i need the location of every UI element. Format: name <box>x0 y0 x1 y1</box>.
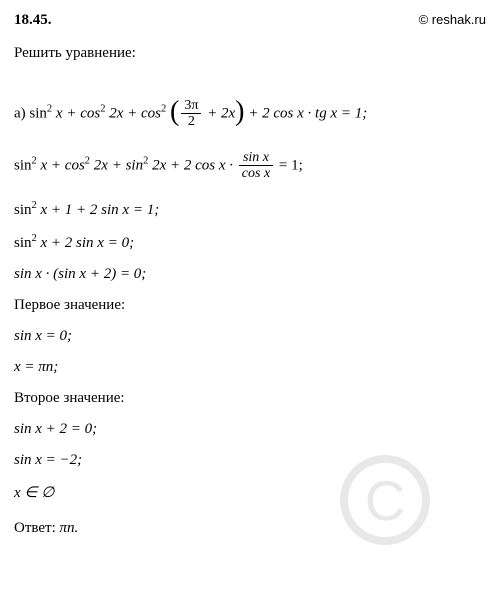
problem-number: 18.45. <box>14 12 486 29</box>
equation-4: sin2 x + 2 sin x = 0; <box>14 233 486 252</box>
eq1-2x: 2x + cos <box>105 105 161 121</box>
eq2-frac-den: cos x <box>239 166 273 181</box>
eq1-frac: 3π2 <box>181 98 201 130</box>
eq1-frac-den: 2 <box>181 114 201 129</box>
eq1-frac-num: 3π <box>181 98 201 114</box>
equation-3: sin2 x + 1 + 2 sin x = 1; <box>14 200 486 219</box>
eq2-frac: sin xcos x <box>239 150 273 182</box>
eq3-tail: x + 1 + 2 sin x = 1; <box>37 202 159 218</box>
instruction: Решить уравнение: <box>14 45 486 62</box>
part-a-label: а) <box>14 105 29 121</box>
eq1-tail: + 2 cos x · tg x = 1; <box>245 105 368 121</box>
eq2-frac-num: sin x <box>239 150 273 166</box>
equation-8: sin x + 2 = 0; <box>14 421 486 438</box>
eq1-after-frac: + 2x <box>203 105 235 121</box>
equation-7: x = πn; <box>14 359 486 376</box>
eq2-sin: sin <box>14 157 32 173</box>
eq2-mid3: 2x + 2 cos x · <box>148 157 236 173</box>
eq2-mid1: x + cos <box>37 157 85 173</box>
eq1-sin: sin <box>29 105 47 121</box>
eq2-mid2: 2x + sin <box>90 157 143 173</box>
eq4-pre: sin <box>14 235 32 251</box>
eq1-rparen: ) <box>235 101 244 123</box>
equation-5: sin x · (sin x + 2) = 0; <box>14 266 486 283</box>
eq1-lparen: ( <box>170 101 179 123</box>
equation-2: sin2 x + cos2 2x + sin2 2x + 2 cos x · s… <box>14 150 486 182</box>
eq3-pre: sin <box>14 202 32 218</box>
equation-1: а) sin2 x + cos2 2x + cos2 (3π2 + 2x) + … <box>14 98 486 130</box>
label-first-value: Первое значение: <box>14 297 486 314</box>
equation-6: sin x = 0; <box>14 328 486 345</box>
eq1-x1: x + cos <box>52 105 100 121</box>
eq2-tail: = 1; <box>275 157 303 173</box>
eq1-sup3: 2 <box>161 103 166 114</box>
answer-label: Ответ: <box>14 520 60 536</box>
equation-10: x ∈ ∅ <box>14 483 486 502</box>
eq4-tail: x + 2 sin x = 0; <box>37 235 134 251</box>
equation-9: sin x = −2; <box>14 452 486 469</box>
site-link[interactable]: © reshak.ru <box>419 12 486 27</box>
answer: Ответ: πn. <box>14 520 486 537</box>
answer-value: πn. <box>60 520 79 536</box>
label-second-value: Второе значение: <box>14 390 486 407</box>
